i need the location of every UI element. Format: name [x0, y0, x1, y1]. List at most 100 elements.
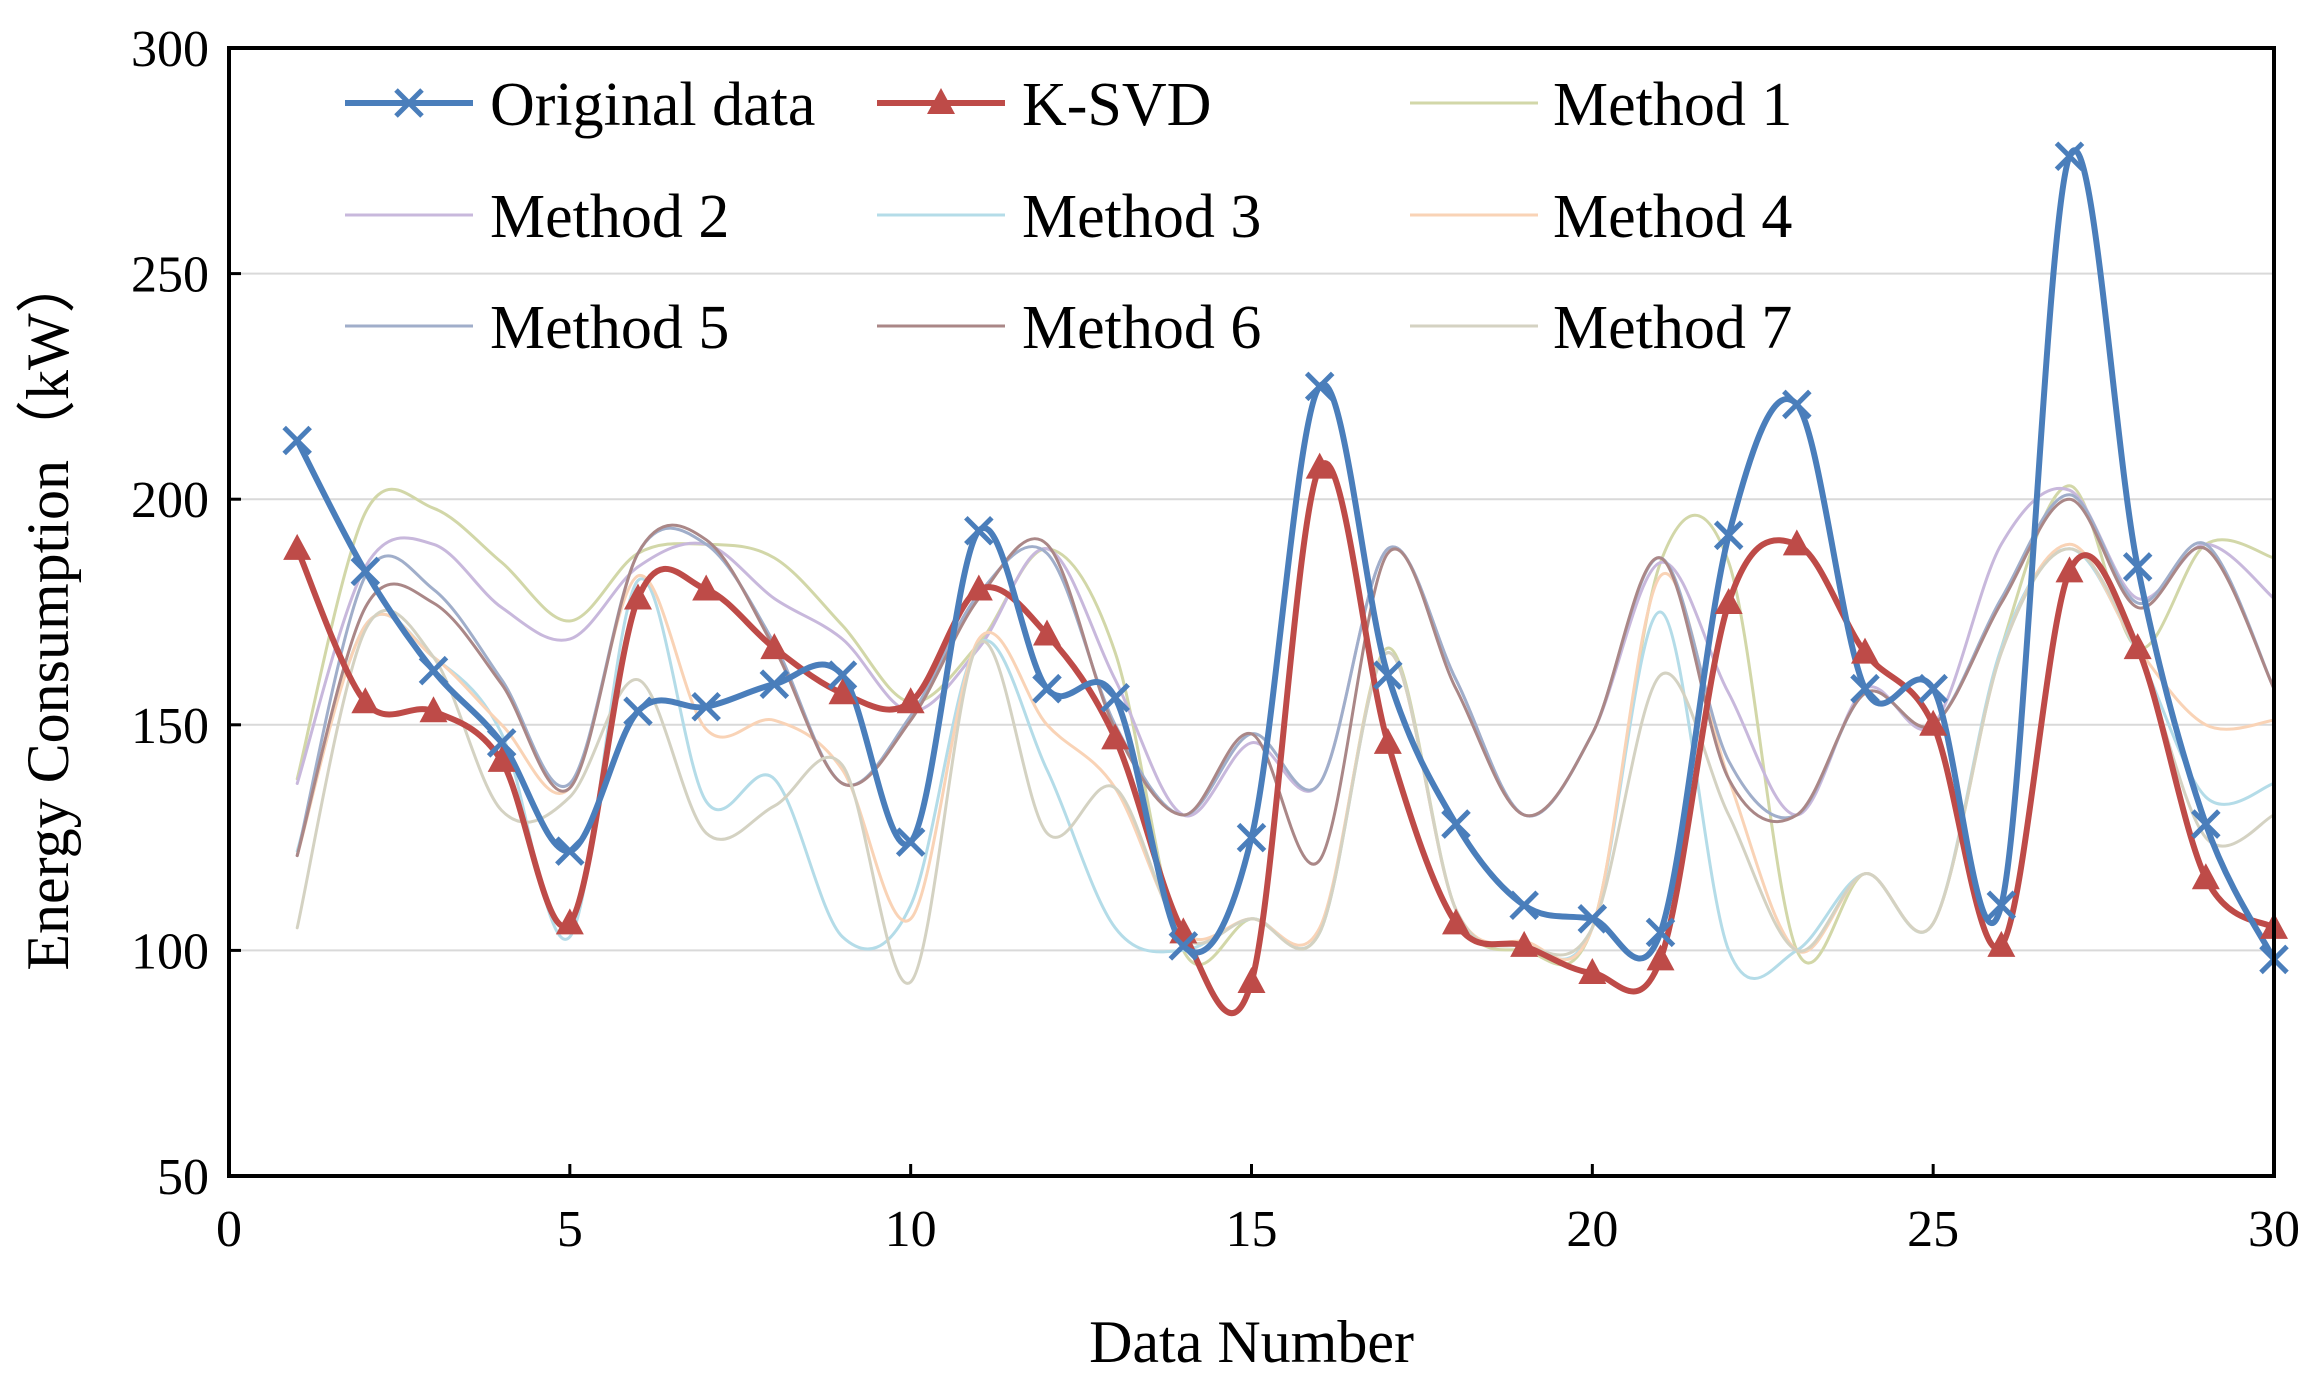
legend-label-method-3: Method 3 — [1022, 183, 1261, 251]
y-tick-label-250: 250 — [131, 247, 209, 304]
x-tick-label-0: 0 — [216, 1201, 242, 1258]
point-k-svd-15 — [1237, 966, 1266, 993]
point-original-data-21 — [1645, 917, 1676, 948]
legend: Original data K-SVD Method 1 Method 2 Method… — [345, 71, 1792, 362]
point-k-svd-29 — [2191, 863, 2220, 890]
point-original-data-2-stroke-b — [350, 556, 381, 587]
point-original-data-27-stroke-b — [2054, 141, 2085, 172]
legend-item-method-5: Method 5 — [345, 294, 729, 362]
point-k-svd-4 — [487, 745, 516, 772]
legend-label-method-6: Method 6 — [1022, 294, 1261, 362]
point-original-data-2 — [350, 556, 381, 587]
legend-label-original-data: Original data — [490, 71, 815, 139]
point-original-data-6 — [623, 696, 653, 727]
point-original-data-22-stroke-b — [1713, 520, 1744, 551]
point-original-data-28-stroke-b — [2122, 552, 2153, 582]
legend-marker-k-svd — [927, 88, 955, 114]
point-original-data-23 — [1782, 389, 1812, 420]
x-tick-label-15: 15 — [1226, 1201, 1278, 1258]
x-tick-label-20: 20 — [1566, 1201, 1618, 1258]
point-original-data-10-stroke-b — [895, 827, 926, 857]
legend-label-method-1: Method 1 — [1553, 71, 1792, 139]
point-original-data-26-stroke-b — [1986, 890, 2017, 921]
point-original-data-9 — [827, 660, 858, 690]
legend-item-method-7: Method 7 — [1410, 294, 1792, 362]
point-k-svd-28 — [2123, 633, 2152, 660]
legend-label-k-svd: K-SVD — [1022, 71, 1211, 139]
y-tick-label-150: 150 — [131, 698, 209, 755]
point-original-data-17 — [1373, 660, 1403, 690]
point-original-data-18 — [1441, 809, 1471, 839]
point-k-svd-5 — [555, 908, 584, 935]
point-original-data-24 — [1850, 673, 1880, 704]
point-original-data-29-stroke-b — [2191, 809, 2221, 839]
point-original-data-15-stroke-b — [1236, 822, 1267, 853]
point-original-data-23-stroke-b — [1782, 389, 1812, 420]
point-original-data-6-stroke-b — [623, 696, 653, 727]
legend-item-method-3: Method 3 — [877, 183, 1261, 251]
point-k-svd-22 — [1714, 587, 1743, 614]
point-k-svd-6 — [624, 583, 652, 610]
point-original-data-7 — [691, 691, 721, 722]
point-original-data-8-stroke-b — [759, 669, 790, 699]
point-original-data-13 — [1100, 682, 1130, 713]
point-original-data-24-stroke-b — [1850, 673, 1880, 704]
point-original-data-1 — [282, 425, 312, 456]
y-tick-label-200: 200 — [131, 472, 209, 529]
legend-label-method-4: Method 4 — [1553, 183, 1792, 251]
point-k-svd-1 — [283, 533, 312, 560]
point-k-svd-18 — [1442, 908, 1470, 935]
point-original-data-11-stroke-b — [964, 516, 994, 546]
point-original-data-18-stroke-b — [1441, 809, 1471, 839]
x-tick-label-10: 10 — [885, 1201, 937, 1258]
point-original-data-29 — [2191, 809, 2221, 839]
legend-item-method-1: Method 1 — [1410, 71, 1792, 139]
point-original-data-26 — [1986, 890, 2017, 921]
point-original-data-1-stroke-b — [282, 425, 312, 456]
legend-item-k-svd: K-SVD — [877, 71, 1211, 139]
series-markers — [282, 141, 2289, 993]
point-k-svd-12 — [1033, 619, 1061, 646]
series-line-method-7 — [295, 547, 2276, 985]
point-k-svd-3 — [419, 696, 448, 723]
point-k-svd-16 — [1305, 452, 1334, 479]
legend-item-original-data: Original data — [345, 71, 815, 139]
point-original-data-4 — [486, 728, 517, 758]
point-k-svd-10 — [896, 687, 925, 714]
y-axis-title: Energy Consumption（kW） — [15, 253, 81, 970]
point-original-data-28 — [2122, 552, 2153, 582]
legend-marker-original-data-stroke-b — [394, 88, 424, 118]
point-k-svd-11 — [964, 574, 993, 601]
point-original-data-27 — [2054, 141, 2085, 172]
point-k-svd-13 — [1101, 723, 1130, 750]
point-k-svd-23 — [1782, 529, 1811, 556]
point-original-data-3-stroke-b — [418, 655, 449, 686]
point-k-svd-9 — [828, 678, 857, 705]
point-original-data-25-stroke-b — [1918, 673, 1948, 704]
point-original-data-14 — [1168, 931, 1199, 961]
point-k-svd-26 — [1987, 930, 2016, 957]
point-original-data-14-stroke-b — [1168, 931, 1199, 961]
x-tick-label-5: 5 — [557, 1201, 583, 1258]
point-original-data-5 — [555, 836, 585, 866]
point-original-data-19 — [1509, 890, 1539, 921]
point-original-data-25 — [1918, 673, 1948, 704]
point-original-data-19-stroke-b — [1509, 890, 1539, 921]
point-original-data-16 — [1304, 371, 1335, 402]
point-k-svd-7 — [692, 574, 721, 601]
point-original-data-3 — [418, 655, 449, 686]
x-tick-label-30: 30 — [2248, 1201, 2300, 1258]
point-k-svd-19 — [1510, 930, 1539, 957]
point-original-data-8 — [759, 669, 790, 699]
point-original-data-9-stroke-b — [827, 660, 858, 690]
point-original-data-11 — [964, 516, 994, 546]
legend-marker-original-data — [394, 88, 424, 118]
point-original-data-10 — [895, 827, 926, 857]
legend-label-method-5: Method 5 — [490, 294, 729, 362]
legend-label-method-2: Method 2 — [490, 183, 729, 251]
point-original-data-12-stroke-b — [1032, 673, 1062, 704]
point-original-data-21-stroke-b — [1645, 917, 1676, 948]
point-k-svd-27 — [2055, 556, 2084, 583]
point-k-svd-17 — [1373, 727, 1402, 754]
point-original-data-15 — [1236, 822, 1267, 853]
